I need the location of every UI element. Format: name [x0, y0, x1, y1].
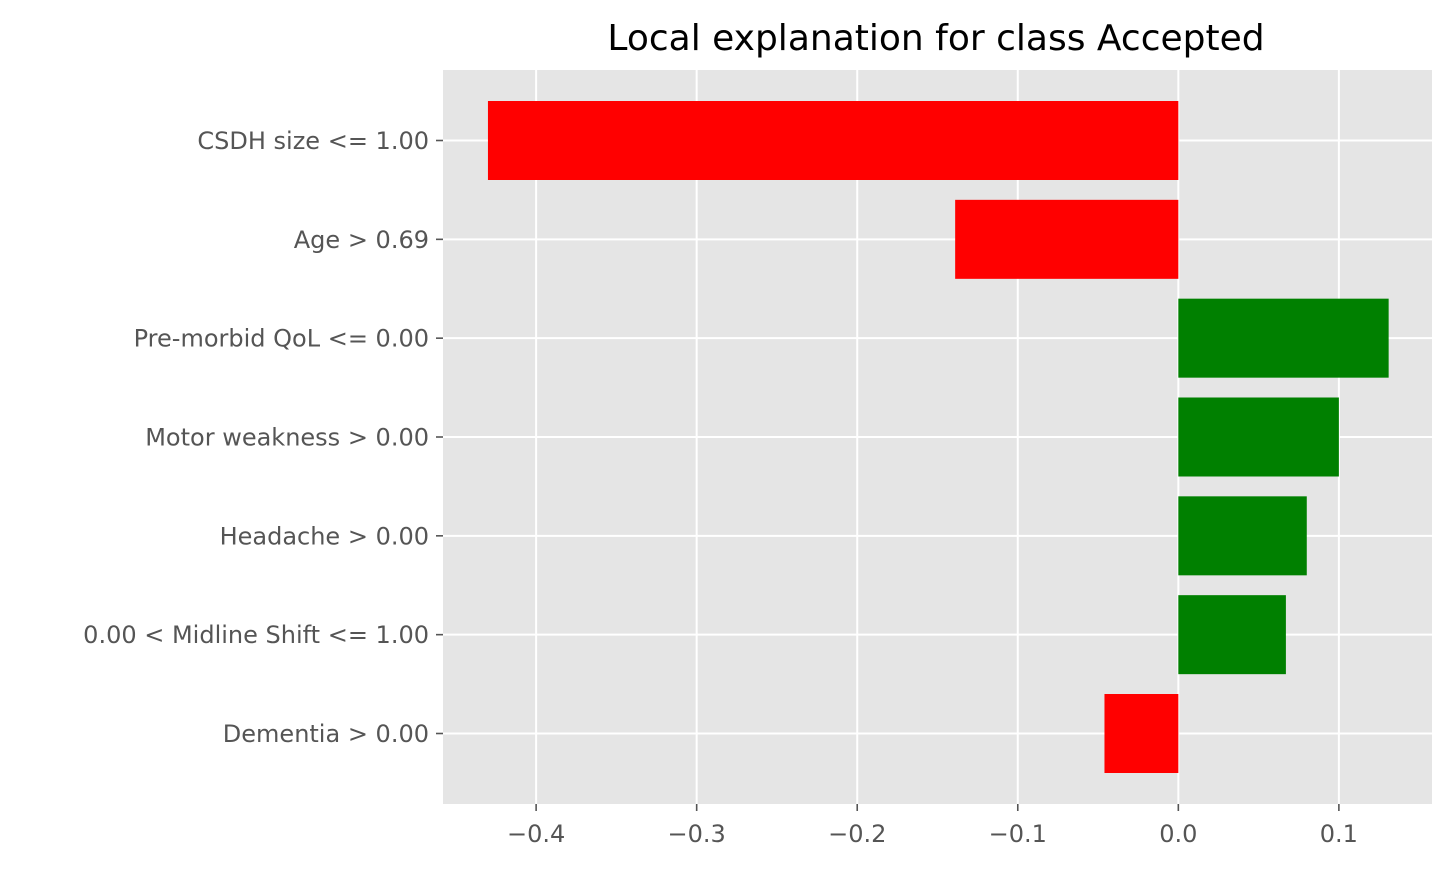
x-tick-label: 0.0	[1159, 820, 1197, 848]
y-tick-label: CSDH size <= 1.00	[197, 127, 429, 155]
y-axis-ticks: CSDH size <= 1.00 Age > 0.69 Pre-morbid Qo…	[83, 127, 443, 748]
y-tick-label: Motor weakness > 0.00	[145, 424, 429, 452]
bar	[1178, 298, 1389, 378]
x-tick-label: −0.1	[989, 820, 1047, 848]
bar	[1104, 694, 1179, 773]
x-tick-label: −0.3	[668, 820, 726, 848]
x-tick-label: −0.2	[828, 820, 886, 848]
x-axis-ticks: −0.4 −0.3 −0.2 −0.1 0.0 0.1	[507, 804, 1358, 848]
x-tick-label: 0.1	[1320, 820, 1358, 848]
bar	[955, 199, 1179, 279]
bar	[487, 101, 1179, 180]
y-tick-label: Pre-morbid QoL <= 0.00	[134, 325, 429, 353]
bar	[1178, 496, 1307, 576]
x-tick-label: −0.4	[507, 820, 565, 848]
chart-title: Local explanation for class Accepted	[607, 18, 1264, 59]
y-tick-label: Headache > 0.00	[220, 522, 429, 550]
y-tick-label: Age > 0.69	[294, 226, 429, 254]
bar-layer	[487, 101, 1389, 773]
bar	[1178, 397, 1339, 477]
y-tick-label: 0.00 < Midline Shift <= 1.00	[83, 621, 429, 649]
bar	[1178, 595, 1286, 675]
y-tick-label: Dementia > 0.00	[223, 720, 429, 748]
